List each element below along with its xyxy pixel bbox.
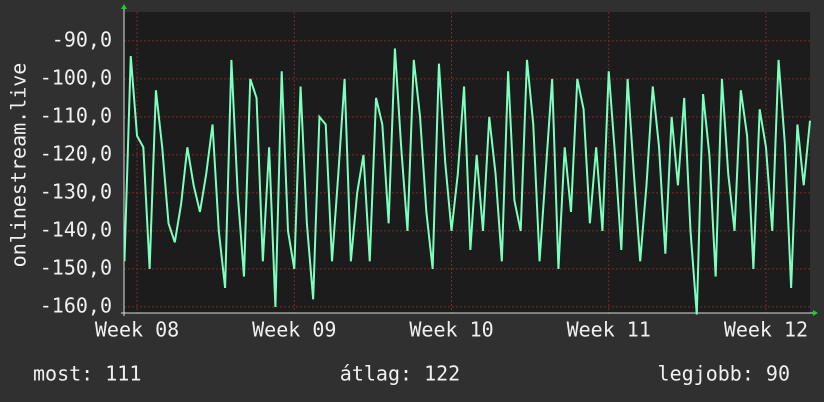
footer-text: legjobb: 90 xyxy=(658,362,790,386)
y-tick-label: -140,0 xyxy=(40,217,112,241)
axis-arrow xyxy=(121,4,127,9)
footer-text: átlag: 122 xyxy=(340,362,460,386)
x-tick-label: Week 12 xyxy=(724,318,808,342)
footer-text: most: 111 xyxy=(33,362,141,386)
y-tick-label: -110,0 xyxy=(40,103,112,127)
x-tick-label: Week 08 xyxy=(95,318,179,342)
y-tick-label: -100,0 xyxy=(40,65,112,89)
data-line xyxy=(123,48,811,315)
y-tick-label: -90,0 xyxy=(52,27,112,51)
y-tick-label: -150,0 xyxy=(40,255,112,279)
x-tick-label: Week 11 xyxy=(567,318,651,342)
y-tick-label: -120,0 xyxy=(40,141,112,165)
y-tick-label: -130,0 xyxy=(40,179,112,203)
x-tick-label: Week 09 xyxy=(252,318,336,342)
y-axis-label: onlinestream.live xyxy=(7,63,31,268)
axis-arrow xyxy=(813,310,818,316)
y-tick-label: -160,0 xyxy=(40,293,112,317)
x-tick-label: Week 10 xyxy=(409,318,493,342)
